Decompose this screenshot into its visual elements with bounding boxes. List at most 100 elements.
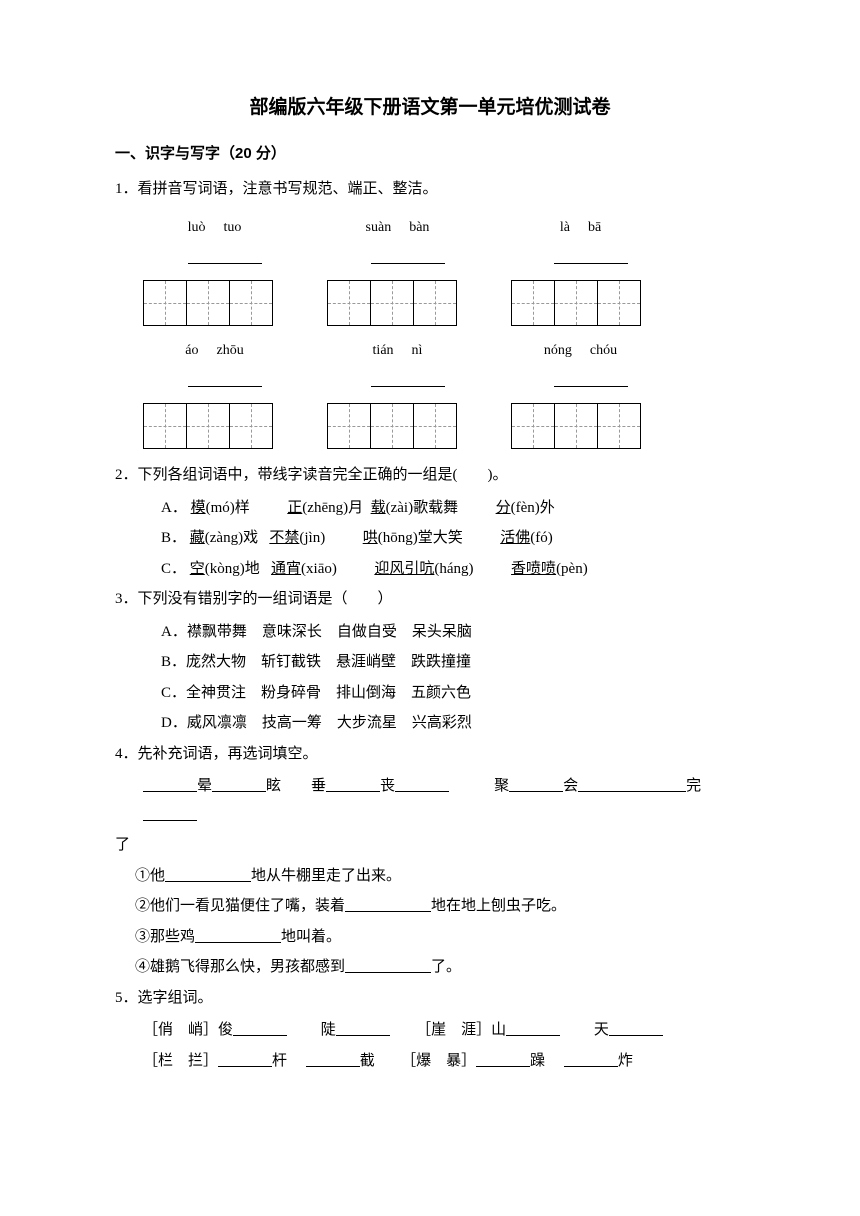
line-row — [115, 246, 745, 275]
q5-text: 选字组词。 — [138, 990, 213, 1006]
pinyin: nóng — [544, 338, 572, 365]
opt-py: (háng) — [434, 561, 473, 577]
bracket-text: 炸 — [618, 1053, 633, 1069]
blank[interactable] — [212, 776, 266, 792]
q4-words-tail: 了 — [115, 831, 745, 860]
opt-char: 载 — [371, 500, 386, 516]
q5-num: 5． — [115, 990, 138, 1006]
q3-line: 3．下列没有错别字的一组词语是（ ） — [115, 585, 745, 614]
opt-label: B． — [161, 654, 186, 670]
q4-num: 4． — [115, 746, 138, 762]
q1-num: 1． — [115, 181, 138, 197]
opt-py: (fèn)外 — [511, 500, 555, 516]
write-grid[interactable] — [143, 280, 273, 326]
blank-line[interactable] — [371, 250, 445, 264]
blank[interactable] — [506, 1020, 560, 1036]
blank[interactable] — [326, 776, 380, 792]
q4-s4: ④雄鹅飞得那么快，男孩都感到了。 — [115, 953, 745, 982]
pinyin: bàn — [409, 215, 429, 242]
pinyin: suàn — [366, 215, 392, 242]
blank-line[interactable] — [554, 250, 628, 264]
blank[interactable] — [218, 1051, 272, 1067]
sentence: 了。 — [431, 959, 461, 975]
grid-row — [115, 403, 745, 449]
q5-r1: ［俏 峭］俊 陡 ［崖 涯］山 天 — [115, 1016, 745, 1045]
opt-char: 活佛 — [500, 530, 530, 546]
pinyin-group: tián nì — [340, 338, 455, 365]
blank-line[interactable] — [554, 373, 628, 387]
word: 眩 垂 — [266, 778, 326, 794]
bracket-text: 陡 — [321, 1022, 336, 1038]
opt-char: 不禁 — [269, 530, 299, 546]
opt-py: (kòng)地 — [205, 561, 260, 577]
opt-char: 藏 — [190, 530, 205, 546]
opt-text: 全神贯注 粉身碎骨 排山倒海 五颜六色 — [186, 685, 471, 701]
blank[interactable] — [345, 896, 431, 912]
blank[interactable] — [336, 1020, 390, 1036]
opt-char: 正 — [287, 500, 302, 516]
blank[interactable] — [476, 1051, 530, 1067]
line-row — [115, 369, 745, 398]
pinyin: chóu — [590, 338, 617, 365]
write-grid[interactable] — [511, 403, 641, 449]
opt-py: (zhēng)月 — [302, 500, 363, 516]
opt-text: 襟飘带舞 意味深长 自做自受 呆头呆脑 — [187, 624, 472, 640]
sentence: ②他们一看见猫便住了嘴，装着 — [135, 898, 345, 914]
blank[interactable] — [306, 1051, 360, 1067]
write-grid[interactable] — [511, 280, 641, 326]
blank[interactable] — [233, 1020, 287, 1036]
pinyin-group: áo zhōu — [157, 338, 272, 365]
word: 聚 — [494, 778, 509, 794]
opt-py: (fó) — [530, 530, 553, 546]
write-grid[interactable] — [327, 280, 457, 326]
bracket-text: ［爆 暴］ — [409, 1053, 477, 1069]
word: 了 — [115, 837, 130, 853]
sentence: ①他 — [135, 868, 165, 884]
q4-words: 晕眩 垂丧 聚会完 — [115, 772, 745, 829]
pinyin: zhōu — [217, 338, 244, 365]
q5-line: 5．选字组词。 — [115, 984, 745, 1013]
blank-line[interactable] — [188, 373, 262, 387]
q2-opt-b: B． 藏(zàng)戏 不禁(jìn) 哄(hōng)堂大笑 活佛(fó) — [115, 524, 745, 553]
write-grid[interactable] — [327, 403, 457, 449]
blank[interactable] — [165, 866, 251, 882]
opt-py: (zàng)戏 — [205, 530, 258, 546]
pinyin: tuo — [224, 215, 242, 242]
q3-text: 下列没有错别字的一组词语是（ ） — [138, 591, 393, 607]
blank[interactable] — [578, 776, 632, 792]
bracket-text: 天 — [594, 1022, 609, 1038]
q4-s1: ①他地从牛棚里走了出来。 — [115, 862, 745, 891]
q4-text: 先补充词语，再选词填空。 — [138, 746, 318, 762]
q3-opt-d: D．威风凛凛 技高一筹 大步流星 兴高彩烈 — [115, 709, 745, 738]
opt-char: 通宵 — [271, 561, 301, 577]
page-title: 部编版六年级下册语文第一单元培优测试卷 — [115, 90, 745, 126]
blank-line[interactable] — [188, 250, 262, 264]
bracket-text: 躁 — [530, 1053, 545, 1069]
q2-text: 下列各组词语中，带线字读音完全正确的一组是( )。 — [138, 467, 508, 483]
opt-py: (hōng)堂大笑 — [378, 530, 463, 546]
blank[interactable] — [395, 776, 449, 792]
blank[interactable] — [509, 776, 563, 792]
q3-opt-b: B．庞然大物 斩钉截铁 悬涯峭壁 跌跌撞撞 — [115, 648, 745, 677]
opt-py: (xiāo) — [301, 561, 337, 577]
blank[interactable] — [143, 805, 197, 821]
grid-row — [115, 280, 745, 326]
blank[interactable] — [345, 957, 431, 973]
blank-line[interactable] — [371, 373, 445, 387]
blank[interactable] — [564, 1051, 618, 1067]
write-grid[interactable] — [143, 403, 273, 449]
pinyin-group: là bā — [523, 215, 638, 242]
pinyin: bā — [588, 215, 601, 242]
q3-num: 3． — [115, 591, 138, 607]
blank[interactable] — [632, 776, 686, 792]
q1-text: 看拼音写词语，注意书写规范、端正、整洁。 — [138, 181, 438, 197]
pinyin: tián — [373, 338, 394, 365]
q4-s2: ②他们一看见猫便住了嘴，装着地在地上刨虫子吃。 — [115, 892, 745, 921]
blank[interactable] — [609, 1020, 663, 1036]
opt-char: 香喷喷 — [511, 561, 556, 577]
pinyin-group: luò tuo — [157, 215, 272, 242]
blank[interactable] — [195, 927, 281, 943]
sentence: 地叫着。 — [281, 929, 341, 945]
opt-label: D． — [161, 715, 187, 731]
blank[interactable] — [143, 776, 197, 792]
